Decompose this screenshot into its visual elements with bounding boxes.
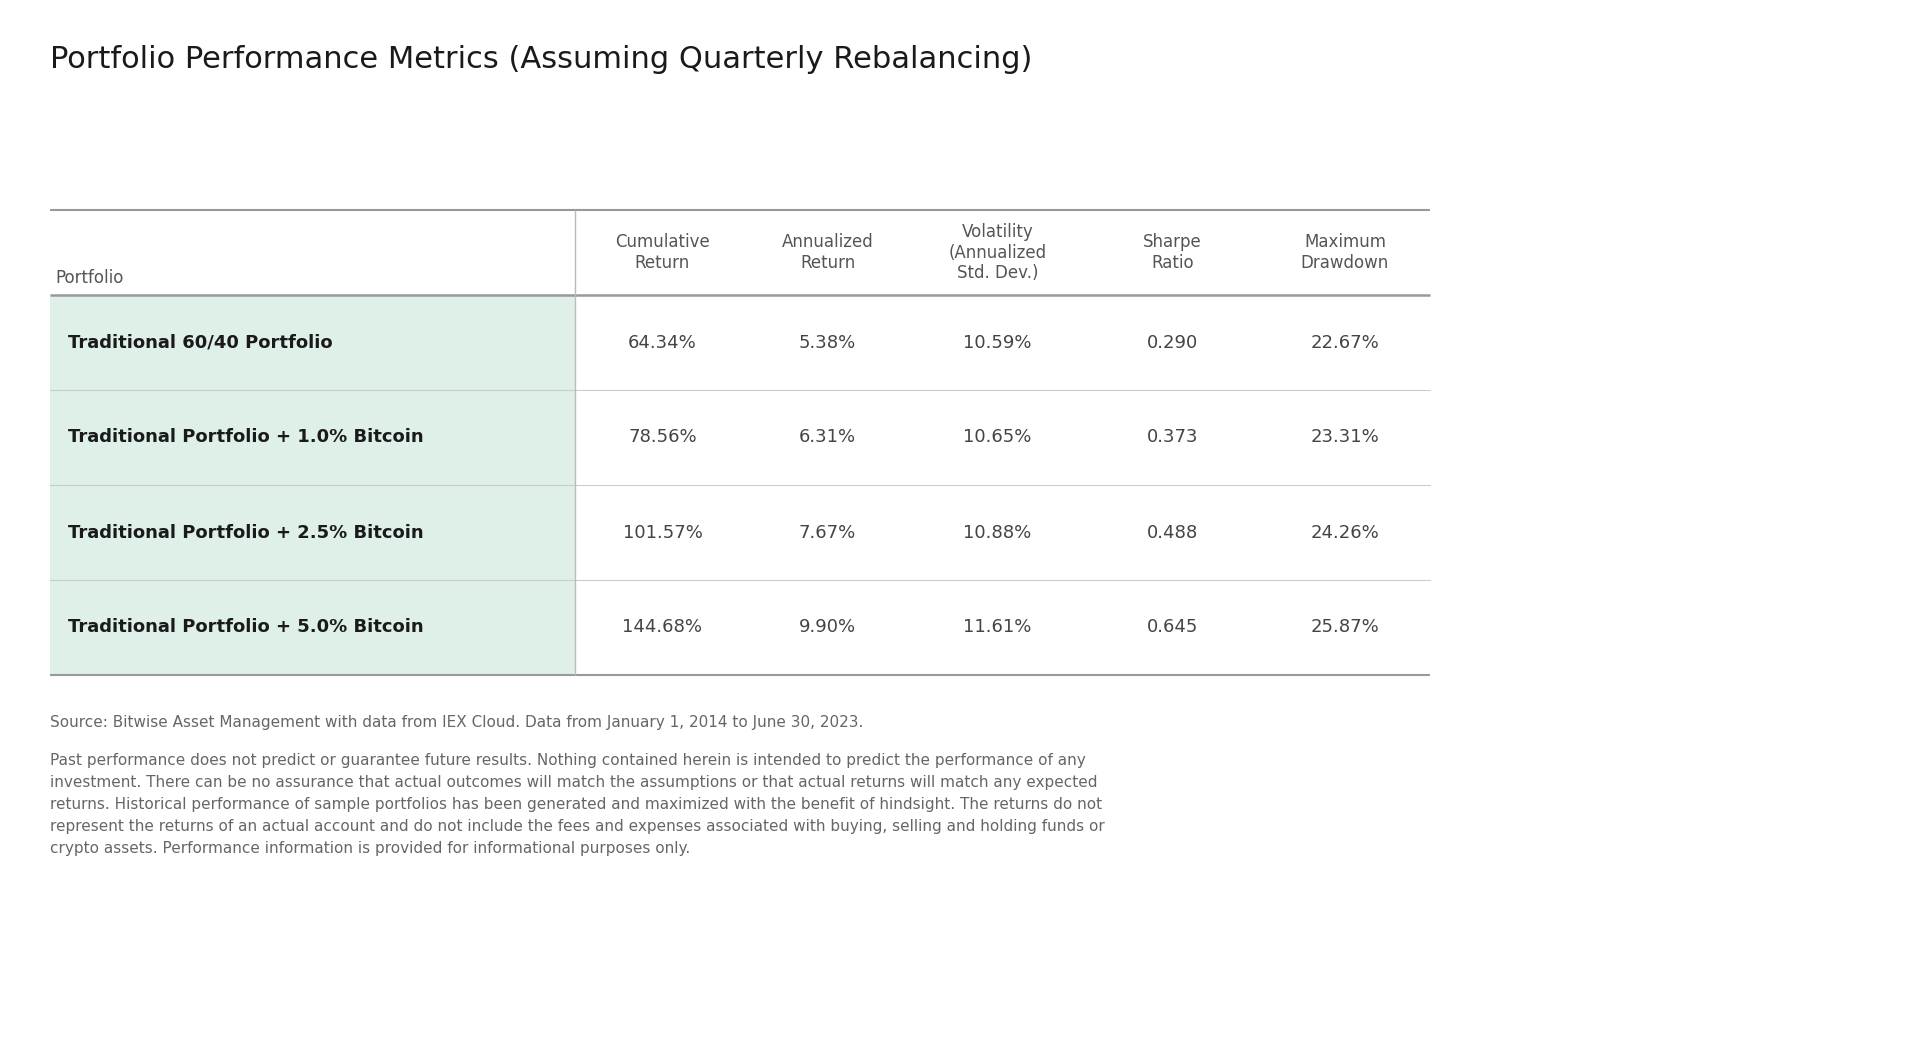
Text: Source: Bitwise Asset Management with data from IEX Cloud. Data from January 1, : Source: Bitwise Asset Management with da… bbox=[50, 715, 864, 730]
Text: 10.59%: 10.59% bbox=[964, 333, 1031, 351]
Text: 0.488: 0.488 bbox=[1146, 524, 1198, 542]
Text: returns. Historical performance of sample portfolios has been generated and maxi: returns. Historical performance of sampl… bbox=[50, 797, 1102, 812]
Text: Traditional Portfolio + 5.0% Bitcoin: Traditional Portfolio + 5.0% Bitcoin bbox=[67, 619, 424, 637]
Text: 11.61%: 11.61% bbox=[964, 619, 1031, 637]
Text: Annualized
Return: Annualized Return bbox=[781, 233, 874, 272]
Text: 0.290: 0.290 bbox=[1146, 333, 1198, 351]
Text: Traditional Portfolio + 1.0% Bitcoin: Traditional Portfolio + 1.0% Bitcoin bbox=[67, 429, 424, 447]
Text: Cumulative
Return: Cumulative Return bbox=[614, 233, 710, 272]
Text: 23.31%: 23.31% bbox=[1311, 429, 1379, 447]
Text: Maximum
Drawdown: Maximum Drawdown bbox=[1302, 233, 1390, 272]
Text: 24.26%: 24.26% bbox=[1311, 524, 1379, 542]
Text: crypto assets. Performance information is provided for informational purposes on: crypto assets. Performance information i… bbox=[50, 841, 691, 856]
Text: Sharpe
Ratio: Sharpe Ratio bbox=[1142, 233, 1202, 272]
Text: Portfolio: Portfolio bbox=[56, 269, 123, 287]
Text: 25.87%: 25.87% bbox=[1311, 619, 1379, 637]
Bar bbox=[50, 295, 574, 390]
Text: 5.38%: 5.38% bbox=[799, 333, 856, 351]
Text: Volatility
(Annualized
Std. Dev.): Volatility (Annualized Std. Dev.) bbox=[948, 222, 1046, 282]
Text: 64.34%: 64.34% bbox=[628, 333, 697, 351]
Text: 78.56%: 78.56% bbox=[628, 429, 697, 447]
Text: represent the returns of an actual account and do not include the fees and expen: represent the returns of an actual accou… bbox=[50, 819, 1104, 834]
Text: 9.90%: 9.90% bbox=[799, 619, 856, 637]
Text: Past performance does not predict or guarantee future results. Nothing contained: Past performance does not predict or gua… bbox=[50, 753, 1085, 768]
Text: 10.65%: 10.65% bbox=[964, 429, 1031, 447]
Bar bbox=[50, 580, 574, 675]
Bar bbox=[50, 390, 574, 485]
Text: Traditional 60/40 Portfolio: Traditional 60/40 Portfolio bbox=[67, 333, 332, 351]
Text: 7.67%: 7.67% bbox=[799, 524, 856, 542]
Text: 101.57%: 101.57% bbox=[622, 524, 703, 542]
Text: 6.31%: 6.31% bbox=[799, 429, 856, 447]
Text: 0.373: 0.373 bbox=[1146, 429, 1198, 447]
Text: Portfolio Performance Metrics (Assuming Quarterly Rebalancing): Portfolio Performance Metrics (Assuming … bbox=[50, 45, 1033, 74]
Text: 144.68%: 144.68% bbox=[622, 619, 703, 637]
Text: 0.645: 0.645 bbox=[1146, 619, 1198, 637]
Text: Traditional Portfolio + 2.5% Bitcoin: Traditional Portfolio + 2.5% Bitcoin bbox=[67, 524, 424, 542]
Text: 10.88%: 10.88% bbox=[964, 524, 1031, 542]
Text: 22.67%: 22.67% bbox=[1311, 333, 1379, 351]
Text: investment. There can be no assurance that actual outcomes will match the assump: investment. There can be no assurance th… bbox=[50, 775, 1098, 790]
Bar bbox=[50, 485, 574, 580]
